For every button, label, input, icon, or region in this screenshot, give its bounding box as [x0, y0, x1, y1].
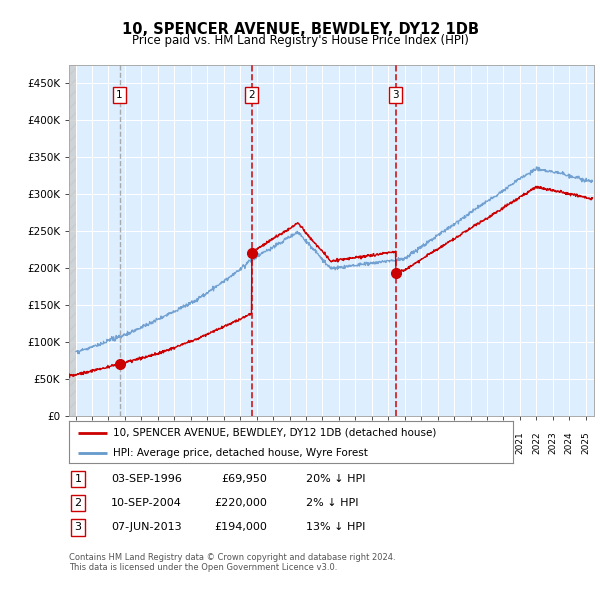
Text: 2007: 2007 — [285, 432, 294, 455]
Text: 1998: 1998 — [137, 432, 146, 455]
Text: 2019: 2019 — [482, 432, 491, 455]
Text: £220,000: £220,000 — [214, 499, 267, 508]
Text: 1996: 1996 — [104, 432, 113, 455]
Text: 1999: 1999 — [154, 432, 163, 455]
Text: £194,000: £194,000 — [214, 523, 267, 532]
Text: 2017: 2017 — [449, 432, 458, 455]
Text: 2016: 2016 — [433, 432, 442, 455]
Text: 2000: 2000 — [170, 432, 179, 455]
Text: 2010: 2010 — [334, 432, 343, 455]
Text: 2012: 2012 — [367, 432, 376, 454]
Text: 03-SEP-1996: 03-SEP-1996 — [111, 474, 182, 484]
Text: 2024: 2024 — [565, 432, 574, 454]
Text: 1995: 1995 — [88, 432, 97, 455]
Text: 1994: 1994 — [71, 432, 80, 455]
Text: 10, SPENCER AVENUE, BEWDLEY, DY12 1DB (detached house): 10, SPENCER AVENUE, BEWDLEY, DY12 1DB (d… — [113, 428, 437, 438]
Text: 2015: 2015 — [416, 432, 425, 455]
Text: 2003: 2003 — [219, 432, 228, 455]
Text: £69,950: £69,950 — [221, 474, 267, 484]
Text: 1997: 1997 — [121, 432, 130, 455]
Text: 2013: 2013 — [384, 432, 393, 455]
Text: Price paid vs. HM Land Registry's House Price Index (HPI): Price paid vs. HM Land Registry's House … — [131, 34, 469, 47]
Text: 2001: 2001 — [186, 432, 195, 455]
Text: 2005: 2005 — [252, 432, 261, 455]
Text: 2023: 2023 — [548, 432, 557, 454]
Text: This data is licensed under the Open Government Licence v3.0.: This data is licensed under the Open Gov… — [69, 563, 337, 572]
Text: 2022: 2022 — [532, 432, 541, 454]
Text: 2020: 2020 — [499, 432, 508, 454]
Text: 2002: 2002 — [203, 432, 212, 454]
Text: 20% ↓ HPI: 20% ↓ HPI — [306, 474, 365, 484]
Text: 10-SEP-2004: 10-SEP-2004 — [111, 499, 182, 508]
Text: 2: 2 — [248, 90, 255, 100]
Text: 3: 3 — [74, 523, 82, 532]
Text: 2011: 2011 — [351, 432, 360, 455]
Text: 10, SPENCER AVENUE, BEWDLEY, DY12 1DB: 10, SPENCER AVENUE, BEWDLEY, DY12 1DB — [121, 22, 479, 37]
Text: HPI: Average price, detached house, Wyre Forest: HPI: Average price, detached house, Wyre… — [113, 448, 368, 457]
Text: 2006: 2006 — [269, 432, 278, 455]
Text: 2004: 2004 — [236, 432, 245, 454]
Text: 2% ↓ HPI: 2% ↓ HPI — [306, 499, 359, 508]
Text: 13% ↓ HPI: 13% ↓ HPI — [306, 523, 365, 532]
Text: 2009: 2009 — [318, 432, 327, 455]
Text: Contains HM Land Registry data © Crown copyright and database right 2024.: Contains HM Land Registry data © Crown c… — [69, 553, 395, 562]
Text: 1: 1 — [74, 474, 82, 484]
Bar — [69, 65, 76, 416]
Text: 2008: 2008 — [301, 432, 310, 455]
Text: 2018: 2018 — [466, 432, 475, 455]
Text: 2025: 2025 — [581, 432, 590, 454]
Text: 2021: 2021 — [515, 432, 524, 454]
Text: 07-JUN-2013: 07-JUN-2013 — [111, 523, 182, 532]
Text: 3: 3 — [392, 90, 399, 100]
Text: 2: 2 — [74, 499, 82, 508]
Text: 1: 1 — [116, 90, 123, 100]
Text: 2014: 2014 — [400, 432, 409, 454]
